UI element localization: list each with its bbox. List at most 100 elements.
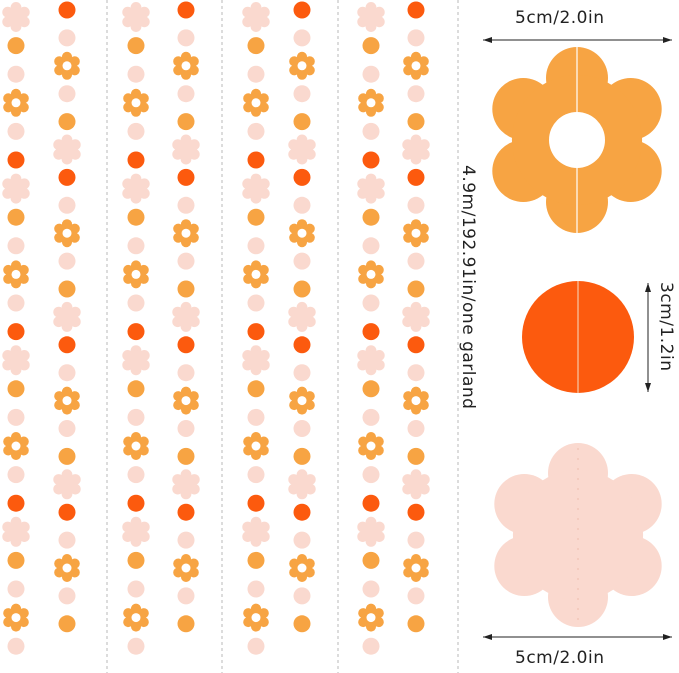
pink-dot [177,364,195,382]
flower-center [175,139,197,160]
pink-dot [127,65,145,83]
orange-dot [362,208,380,226]
orange-flower [289,386,315,415]
flower-center [512,469,644,601]
pink-flower [122,345,150,376]
pink-flower [357,516,385,547]
flower-hole [411,396,421,406]
pink-dot [362,237,380,255]
flower-center [405,474,427,495]
orange-dot [127,208,145,226]
red-dot [58,1,76,19]
pink-flower [288,134,316,165]
pink-dot [407,531,425,549]
red-dot [293,1,311,19]
flower-center [245,521,267,542]
orange-flower [3,88,29,117]
orange-dot [177,615,195,633]
pink-flower [172,301,200,332]
pink-dot [247,580,265,598]
flower-center [360,521,382,542]
pink-flower [122,173,150,204]
red-dot [7,323,25,341]
flower-hole [131,441,141,451]
orange-flower [243,432,269,460]
orange-flower [3,432,29,460]
orange-dot [293,615,311,633]
flower-hole [62,396,72,406]
flower-center [245,178,267,199]
flower-hole [11,98,21,108]
flower-center [56,139,78,160]
pink-flower [2,173,30,204]
pink-dot [293,587,311,605]
flower-hole [131,98,141,108]
orange-flower [54,219,80,248]
flower-hole [181,61,191,71]
red-dot [58,168,76,186]
orange-flower [358,603,384,632]
pink-flower [288,301,316,332]
arrow-head [483,37,492,43]
red-dot [177,168,195,186]
orange-dot [362,551,380,569]
pink-flower [402,301,430,332]
orange-flower [123,432,149,460]
pink-flower [402,469,430,500]
large-orange-flower [492,47,662,233]
pink-dot [127,637,145,655]
arrow-head [663,634,672,640]
flower-hole [411,228,421,238]
red-dot [293,336,311,354]
pink-flower [53,469,81,500]
arrow-head [645,383,651,392]
pink-dot [177,587,195,605]
pink-dot [127,408,145,426]
pink-dot [7,122,25,140]
pink-dot [407,252,425,270]
flower-center [291,474,313,495]
orange-dot [127,551,145,569]
pink-flower [2,2,30,32]
flower-hole [549,112,605,168]
pink-dot [58,29,76,47]
flower-center [125,350,147,371]
pink-dot [58,252,76,270]
flower-hole [366,613,376,623]
pink-dot [407,196,425,214]
flower-hole [131,613,141,623]
pink-dot [293,420,311,437]
orange-dot [407,447,425,465]
orange-dot [407,113,425,131]
bottom-width-arrow [483,634,672,640]
pink-flower [2,516,30,547]
pink-flower [357,345,385,376]
pink-dot [247,237,265,255]
pink-dot [293,29,311,47]
flower-hole [411,563,421,573]
flower-hole [251,613,261,623]
orange-dot [7,37,25,55]
pink-dot [247,466,265,484]
orange-dot [177,113,195,131]
flower-center [175,306,197,327]
pink-dot [177,29,195,47]
flower-hole [297,61,307,71]
pink-flower [357,173,385,204]
pink-dot [177,196,195,214]
flower-hole [181,228,191,238]
orange-dot [407,280,425,298]
flower-center [360,178,382,199]
orange-flower [403,51,429,80]
orange-flower [123,260,149,289]
flower-center [245,6,267,28]
pink-dot [293,531,311,549]
orange-flower [123,88,149,117]
orange-dot [362,37,380,55]
pink-flower [122,516,150,547]
pink-dot [177,252,195,270]
flower-center [125,521,147,542]
orange-flower [289,51,315,80]
pink-dot [7,408,25,426]
orange-dot [127,380,145,398]
